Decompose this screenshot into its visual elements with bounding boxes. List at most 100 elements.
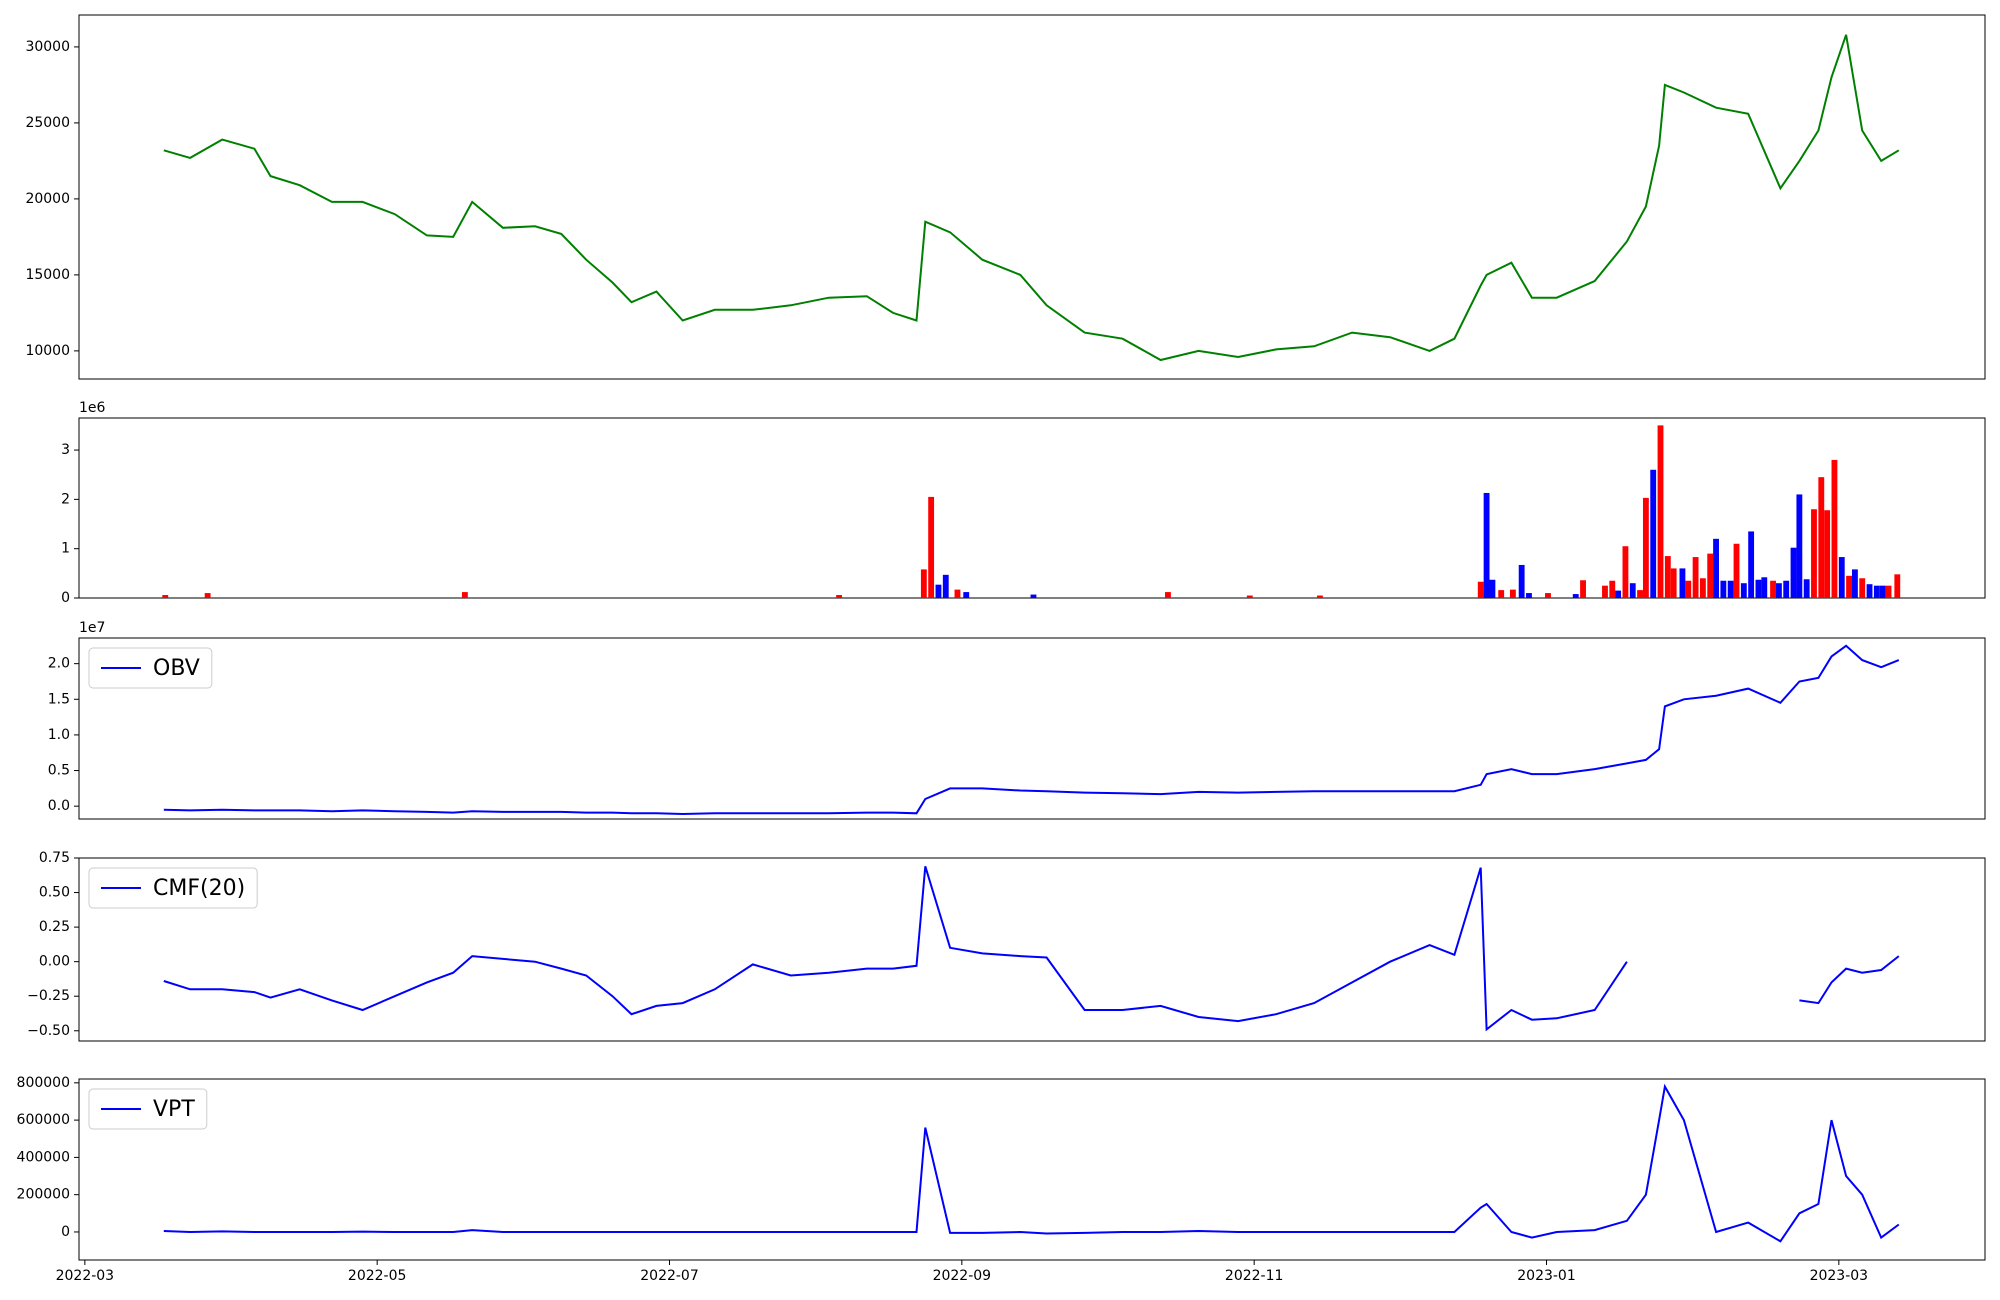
plot-frame: [78, 14, 1986, 380]
volume-bar: [1692, 557, 1699, 598]
volume-bar: [928, 496, 935, 598]
y-tick-label: 25000: [25, 115, 70, 131]
legend-label: VPT: [153, 1097, 195, 1122]
legend-box: [88, 867, 258, 909]
y-tick-label: 3: [61, 442, 70, 458]
y-tick-label: 0.25: [39, 919, 70, 935]
y-tick-label: 1.0: [48, 727, 70, 743]
x-tick-label: 2022-11: [1225, 1268, 1284, 1284]
volume-bar: [204, 593, 211, 598]
volume-bar: [1790, 547, 1797, 598]
volume-bar: [1509, 589, 1516, 598]
y-tick-label: 2.0: [48, 656, 70, 672]
volume-bar: [1796, 494, 1803, 598]
volume-bar: [1670, 568, 1677, 598]
y-tick-label: 0.00: [39, 954, 70, 970]
volume-bar: [1755, 579, 1762, 598]
volume-bar: [461, 592, 468, 598]
x-tick-label: 2022-03: [56, 1268, 115, 1284]
y-tick-label: −0.50: [27, 1023, 70, 1039]
y-tick-label: 0.5: [48, 763, 70, 779]
volume-bar: [1637, 590, 1643, 598]
axis-offset-label: 1e6: [79, 400, 106, 416]
volume-bar: [1713, 538, 1719, 598]
volume-bar: [162, 595, 169, 598]
volume-bar: [1783, 580, 1790, 598]
volume-bar: [1165, 592, 1171, 598]
volume-bar: [1748, 531, 1755, 598]
volume-bar: [1664, 556, 1671, 598]
volume-bar: [1811, 509, 1817, 598]
volume-bar: [1615, 590, 1622, 598]
series-line: [163, 866, 1900, 1032]
volume-bar: [1894, 574, 1901, 598]
volume-bar: [1733, 543, 1740, 598]
volume-bar: [1818, 477, 1825, 598]
y-tick-label: 800000: [17, 1075, 70, 1091]
plot-frame: [78, 1078, 1986, 1261]
volume-bar: [1824, 510, 1831, 598]
y-tick-label: 1: [61, 541, 70, 557]
axis-offset-label: 1e7: [79, 620, 105, 636]
plot-frame: [78, 857, 1986, 1042]
volume-bar: [1572, 594, 1579, 598]
y-tick-label: 2: [61, 491, 70, 507]
x-tick-label: 2023-01: [1517, 1268, 1576, 1284]
y-tick-label: 0.0: [48, 798, 70, 814]
y-tick-label: 0.75: [39, 850, 70, 866]
volume-bar: [1518, 564, 1525, 598]
volume-bar: [1770, 580, 1776, 598]
y-tick-label: 0: [61, 590, 70, 606]
volume-bar: [1873, 585, 1880, 598]
y-tick-label: 15000: [25, 267, 70, 283]
plot-frame: [78, 637, 1986, 820]
volume-bar: [963, 592, 970, 598]
volume-bar: [1707, 553, 1714, 598]
volume-bar: [1859, 578, 1866, 598]
volume-bar: [1846, 575, 1852, 598]
volume-bar: [1650, 469, 1657, 598]
series-line: [163, 644, 1900, 816]
y-tick-label: 200000: [17, 1187, 70, 1203]
y-tick-label: −0.25: [27, 988, 70, 1004]
legend-box: [88, 1088, 208, 1130]
volume-bar: [1803, 579, 1810, 598]
y-tick-label: 10000: [25, 343, 70, 359]
volume-bar: [1699, 578, 1706, 598]
y-tick-label: 30000: [25, 39, 70, 55]
volume-bar: [1740, 583, 1747, 598]
legend-label: CMF(20): [153, 876, 245, 901]
x-tick-label: 2023-03: [1810, 1268, 1869, 1284]
volume-bar: [954, 589, 961, 598]
volume-bar: [1885, 585, 1892, 598]
legend-box: [88, 647, 213, 689]
volume-bar: [1657, 425, 1664, 598]
y-tick-label: 20000: [25, 191, 70, 207]
volume-bar: [1317, 595, 1323, 598]
volume-bar: [1622, 546, 1629, 598]
volume-bar: [1642, 497, 1649, 598]
x-tick-label: 2022-09: [933, 1268, 992, 1284]
y-tick-label: 0.50: [39, 885, 70, 901]
volume-bar: [1609, 580, 1616, 598]
volume-bar: [1851, 569, 1858, 598]
volume-bar: [1489, 579, 1496, 598]
volume-bar: [1866, 584, 1873, 598]
volume-bar: [1685, 580, 1692, 598]
volume-bar: [1720, 580, 1727, 598]
x-tick-label: 2022-07: [640, 1268, 699, 1284]
volume-bar: [1246, 595, 1253, 598]
volume-bar: [1477, 581, 1484, 598]
volume-bar: [836, 595, 842, 598]
volume-bar: [1775, 583, 1782, 598]
volume-bar: [1879, 585, 1886, 598]
series-line: [163, 34, 1900, 362]
legend-label: OBV: [153, 656, 200, 681]
y-tick-label: 400000: [17, 1149, 70, 1165]
volume-bar: [1727, 580, 1734, 598]
volume-bar: [1580, 580, 1586, 598]
y-tick-label: 600000: [17, 1112, 70, 1128]
volume-bar: [1761, 577, 1768, 598]
volume-bar: [1498, 590, 1505, 598]
